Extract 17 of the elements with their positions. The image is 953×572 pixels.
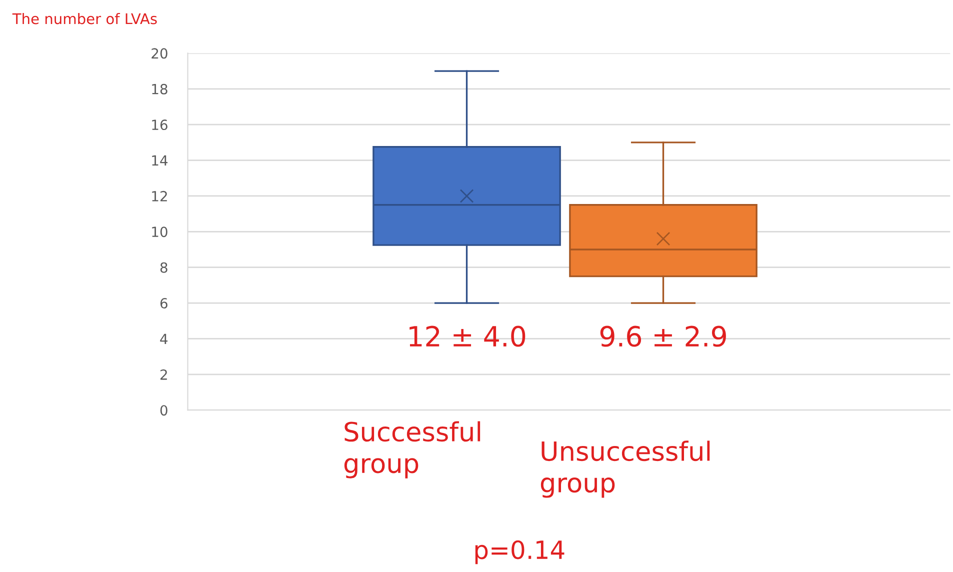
y-axis-title: The number of LVAs bbox=[12, 12, 157, 24]
y-tick-label: 4 bbox=[160, 334, 168, 344]
y-tick-label: 20 bbox=[152, 48, 168, 59]
y-tick-label: 18 bbox=[152, 84, 168, 94]
y-tick-label: 12 bbox=[152, 190, 167, 202]
annotation: 12 ± 4.0 bbox=[410, 326, 526, 347]
y-tick-label: 10 bbox=[152, 226, 168, 238]
x-tick-label: Successful group bbox=[344, 421, 480, 478]
x-tick-label: Unsuccessful group bbox=[540, 440, 710, 498]
y-tick-label: 8 bbox=[160, 262, 168, 273]
y-tick-label: 16 bbox=[152, 120, 168, 130]
text: p=0.14 bbox=[475, 540, 564, 564]
y-tick-label: 0 bbox=[160, 405, 168, 416]
y-tick-label: 6 bbox=[160, 298, 168, 309]
annotation: 9.6 ± 2.9 bbox=[600, 326, 726, 347]
y-tick-label: 14 bbox=[152, 155, 168, 166]
y-tick-label: 2 bbox=[160, 369, 167, 380]
